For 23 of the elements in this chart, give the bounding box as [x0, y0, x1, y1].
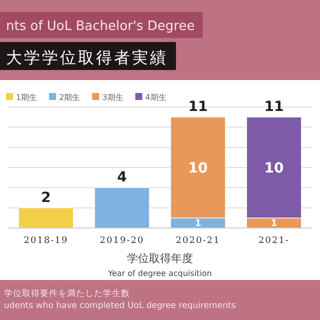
chart-subtitle: 大学学位取得者実績 — [6, 48, 168, 67]
legend-label: 3期生 — [102, 93, 124, 102]
total-label: 11 — [264, 99, 284, 116]
total-label: 4 — [117, 170, 128, 186]
x-axis-title: 学位取得年度 Year of degree acquisition — [107, 252, 212, 278]
legend-label: 1期生 — [16, 93, 38, 102]
x-tick-label: 2021- — [258, 236, 290, 246]
legend-label: 4期生 — [145, 93, 166, 102]
total-label: 11 — [188, 99, 208, 116]
bar — [94, 187, 150, 228]
x-tick-label: 2018-19 — [24, 236, 68, 246]
total-label: 2 — [41, 190, 51, 206]
data-label: 1 — [194, 219, 202, 230]
data-label: 1 — [270, 219, 278, 230]
text: 学位取得要件を満たした学生数 — [4, 288, 130, 299]
chart-title: nts of UoL Bachelor's Degree — [6, 19, 195, 34]
x-tick-label: 2020-21 — [176, 236, 220, 246]
bar — [18, 208, 74, 228]
legend-label: 2期生 — [59, 93, 80, 102]
x-tick-label: 2019-20 — [100, 236, 144, 246]
text: udents who have completed UoL degree requirements — [4, 301, 236, 311]
data-label: 10 — [188, 160, 208, 177]
data-label: 10 — [264, 160, 284, 177]
